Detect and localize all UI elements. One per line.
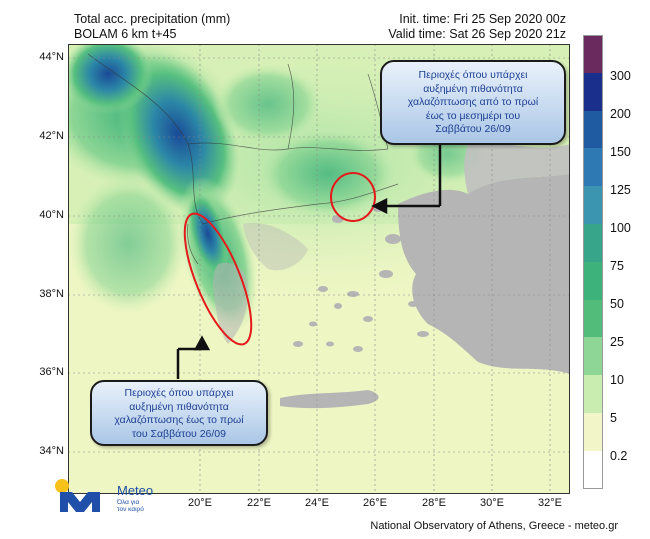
colorbar-segment: [583, 450, 603, 489]
colorbar-label: 50: [610, 297, 624, 311]
colorbar-label: 10: [610, 373, 624, 387]
init-time: Init. time: Fri 25 Sep 2020 00z: [399, 12, 566, 26]
title-line-2: BOLAM 6 km t+45: [74, 27, 177, 41]
lon-label: 26°E: [363, 497, 387, 509]
colorbar-label: 25: [610, 335, 624, 349]
colorbar: [583, 35, 603, 489]
map-frame: [68, 44, 570, 494]
callout-line: Περιοχές όπου υπάρχει: [124, 387, 234, 399]
annotation-callout-bottom: Περιοχές όπου υπάρχει αυξημένη πιθανότητ…: [90, 380, 268, 446]
logo-tagline: Όλα για τον καιρό: [117, 499, 157, 513]
callout-line: του Σαββάτου 26/09: [132, 427, 226, 440]
valid-time: Valid time: Sat 26 Sep 2020 21z: [388, 27, 566, 41]
colorbar-label: 0.2: [610, 449, 628, 463]
title-line-1: Total acc. precipitation (mm): [74, 12, 231, 26]
callout-line: έως το μεσημέρι του: [425, 109, 521, 122]
lat-label: 42°N: [39, 130, 64, 142]
colorbar-segment: [583, 337, 603, 376]
callout-line: Σαββάτου 26/09: [435, 123, 511, 135]
colorbar-segment: [583, 412, 603, 451]
colorbar-segment: [583, 299, 603, 338]
footer-credit: National Observatory of Athens, Greece -…: [370, 520, 618, 532]
lat-label: 40°N: [39, 209, 64, 221]
colorbar-segment: [583, 35, 603, 73]
callout-line: Περιοχές όπου υπάρχει: [418, 69, 528, 81]
lon-label: 32°E: [538, 497, 562, 509]
turkey-land: [398, 174, 570, 374]
lon-label: 22°E: [247, 497, 271, 509]
logo-tagline-line-1: Όλα για: [117, 499, 140, 506]
chart-title: Total acc. precipitation (mm) BOLAM 6 km…: [74, 12, 230, 42]
colorbar-label: 150: [610, 145, 631, 159]
graticule: [68, 44, 570, 494]
colorbar-segment: [583, 72, 603, 111]
colorbar-segment: [583, 375, 603, 413]
aegean-islands: [293, 206, 429, 352]
hail-zone-western-greece: [183, 212, 253, 346]
colorbar-label: 100: [610, 221, 631, 235]
colorbar-label: 300: [610, 69, 631, 83]
logo-brand: Meteo: [117, 483, 154, 498]
heavy-rain-core: [116, 53, 240, 215]
crete: [280, 390, 379, 409]
lat-label: 34°N: [39, 445, 64, 457]
colorbar-label: 75: [610, 259, 624, 273]
colorbar-segment: [583, 110, 603, 149]
lat-label: 38°N: [39, 288, 64, 300]
lon-label: 24°E: [305, 497, 329, 509]
callout-line: αυξημένη πιθανότητα: [129, 400, 229, 413]
meteo-logo-icon: [55, 479, 100, 512]
callout-line: χαλαζόπτωσης από το πρωί: [407, 96, 539, 108]
colorbar-segment: [583, 148, 603, 187]
colorbar-label: 5: [610, 411, 617, 425]
lon-label: 30°E: [480, 497, 504, 509]
annotation-callout-top: Περιοχές όπου υπάρχει αυξημένη πιθανότητ…: [380, 60, 566, 145]
lon-label: 28°E: [422, 497, 446, 509]
colorbar-segment: [583, 186, 603, 224]
country-borders: [87, 53, 399, 265]
time-info: Init. time: Fri 25 Sep 2020 00z Valid ti…: [388, 12, 566, 42]
colorbar-segment: [583, 261, 603, 300]
callout-line: αυξημένη πιθανότητα: [423, 82, 523, 95]
hail-zone-north-aegean: [330, 172, 376, 222]
callout-arrows: [176, 144, 442, 379]
lat-label: 44°N: [39, 51, 64, 63]
logo-tagline-line-2: τον καιρό: [117, 506, 144, 513]
colorbar-label: 125: [610, 183, 631, 197]
colorbar-label: 200: [610, 107, 631, 121]
lat-label: 36°N: [39, 366, 64, 378]
colorbar-segment: [583, 223, 603, 262]
lon-label: 20°E: [188, 497, 212, 509]
callout-line: χαλαζόπτωσης έως το πρωί: [114, 414, 244, 426]
